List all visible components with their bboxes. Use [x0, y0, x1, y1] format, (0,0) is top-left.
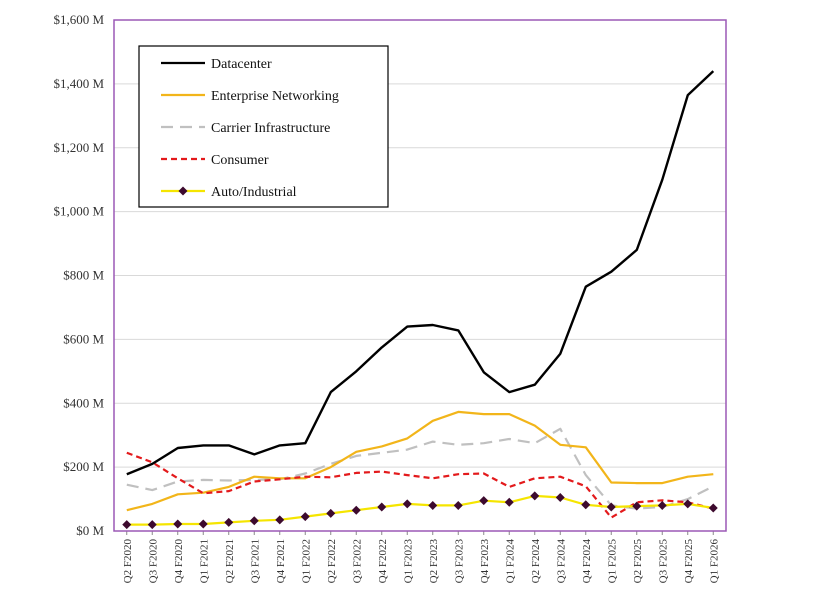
data-point-auto-industrial: [224, 517, 234, 527]
data-point-auto-industrial: [402, 499, 412, 509]
y-tick-label: $1,400 M: [53, 76, 104, 91]
data-point-auto-industrial: [275, 515, 285, 525]
y-axis-ticks: $0 M $200 M $400 M $600 M $800 M $1,000 M $1,2…: [53, 12, 104, 538]
legend-label: Consumer: [211, 153, 269, 168]
x-tick-label: Q3 F2021: [249, 539, 261, 583]
legend-label: Enterprise Networking: [211, 89, 339, 104]
x-tick-label: Q1 F2024: [504, 539, 516, 584]
data-point-auto-industrial: [249, 516, 259, 526]
x-tick-label: Q4 F2022: [377, 539, 389, 583]
x-tick-label: Q2 F2022: [326, 539, 338, 583]
y-tick-label: $1,600 M: [53, 12, 104, 27]
data-point-auto-industrial: [632, 501, 642, 511]
data-point-auto-industrial: [326, 508, 336, 518]
data-point-auto-industrial: [555, 492, 565, 502]
x-tick-label: Q1 F2023: [402, 539, 414, 584]
x-tick-label: Q3 F2020: [147, 539, 159, 584]
series-line-consumer: [126, 451, 714, 519]
series-lines: [122, 70, 718, 530]
x-tick-label: Q4 F2023: [479, 539, 491, 584]
data-point-auto-industrial: [606, 502, 616, 512]
legend-label: Auto/Industrial: [211, 185, 297, 200]
series-line-enterprise-networking: [126, 410, 714, 512]
y-tick-label: $400 M: [63, 395, 104, 410]
series-line-carrier-infrastructure: [126, 427, 714, 510]
data-point-auto-industrial: [428, 500, 438, 510]
data-point-auto-industrial: [530, 491, 540, 501]
y-tick-label: $1,000 M: [53, 204, 104, 219]
data-point-auto-industrial: [173, 519, 183, 529]
data-point-auto-industrial: [351, 505, 361, 515]
x-tick-label: Q1 F2025: [606, 539, 618, 584]
x-tick-label: Q2 F2020: [122, 539, 134, 584]
y-tick-label: $1,200 M: [53, 140, 104, 155]
x-tick-label: Q1 F2022: [300, 539, 312, 583]
data-point-auto-industrial: [198, 519, 208, 529]
x-tick-label: Q1 F2026: [708, 539, 720, 584]
data-point-auto-industrial: [300, 512, 310, 522]
legend-label: Carrier Infrastructure: [211, 121, 330, 136]
x-tick-label: Q4 F2021: [275, 539, 287, 583]
x-tick-label: Q2 F2024: [530, 539, 542, 584]
data-point-auto-industrial: [479, 496, 489, 506]
data-point-auto-industrial: [377, 502, 387, 512]
x-tick-label: Q2 F2023: [428, 539, 440, 584]
data-point-auto-industrial: [147, 520, 157, 530]
x-axis-ticks: Q2 F2020 Q3 F2020 Q4 F2020 Q1 F2021 Q2 F2021…: [122, 531, 720, 584]
x-tick-label: Q2 F2021: [224, 539, 236, 583]
x-tick-label: Q3 F2023: [453, 539, 465, 584]
x-tick-label: Q4 F2025: [683, 539, 695, 584]
data-point-auto-industrial: [708, 503, 718, 513]
x-tick-label: Q2 F2025: [632, 539, 644, 584]
x-tick-label: Q4 F2024: [581, 539, 593, 584]
x-tick-label: Q4 F2020: [173, 539, 185, 584]
data-point-auto-industrial: [657, 500, 667, 510]
x-tick-label: Q1 F2021: [198, 539, 210, 583]
legend: Datacenter Enterprise Networking Carrier I…: [138, 45, 389, 208]
legend-label: Datacenter: [211, 57, 272, 72]
data-point-auto-industrial: [683, 499, 693, 509]
series-line-datacenter: [126, 70, 715, 476]
data-point-auto-industrial: [122, 520, 132, 530]
x-tick-label: Q3 F2025: [657, 539, 669, 584]
y-tick-label: $800 M: [63, 268, 104, 283]
data-point-auto-industrial: [581, 500, 591, 510]
data-point-auto-industrial: [453, 500, 463, 510]
data-point-auto-industrial: [504, 497, 514, 507]
plot-border: [113, 19, 727, 532]
legend-marker: [178, 186, 188, 196]
x-tick-label: Q3 F2024: [555, 539, 567, 584]
y-tick-label: $0 M: [76, 523, 104, 538]
y-tick-label: $600 M: [63, 331, 104, 346]
y-tick-label: $200 M: [63, 459, 104, 474]
x-tick-label: Q3 F2022: [351, 539, 363, 583]
